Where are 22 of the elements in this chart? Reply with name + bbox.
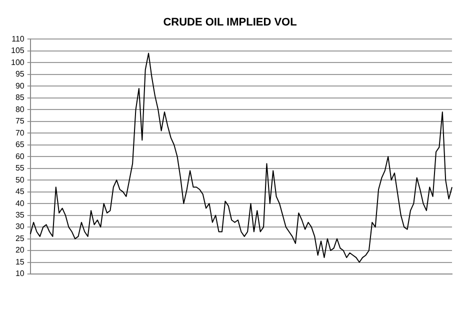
y-tick-label: 15 <box>15 257 25 266</box>
y-tick-label: 55 <box>15 164 25 173</box>
y-tick-label: 10 <box>15 269 25 278</box>
y-tick-label: 65 <box>15 140 25 150</box>
y-tick-label: 20 <box>15 246 25 255</box>
y-tick-label: 45 <box>15 187 25 196</box>
y-tick-label: 75 <box>15 116 25 126</box>
y-tick-label: 25 <box>15 234 25 243</box>
y-tick-label: 80 <box>15 104 25 114</box>
y-tick-label: 110 <box>12 34 25 44</box>
y-tick-label: 100 <box>10 58 25 67</box>
y-tick-label: 30 <box>15 222 25 232</box>
y-tick-label: 60 <box>15 152 25 161</box>
y-tick-label: 40 <box>15 198 25 208</box>
chart-title: CRUDE OIL IMPLIED VOL <box>163 16 298 29</box>
y-tick-label: 95 <box>15 70 25 79</box>
y-tick-label: 70 <box>15 128 25 138</box>
y-tick-label: 90 <box>15 81 25 90</box>
y-tick-label: 105 <box>10 46 25 56</box>
y-tick-label: 50 <box>15 175 25 184</box>
y-tick-label: 35 <box>15 210 25 220</box>
y-tick-label: 85 <box>15 93 25 102</box>
